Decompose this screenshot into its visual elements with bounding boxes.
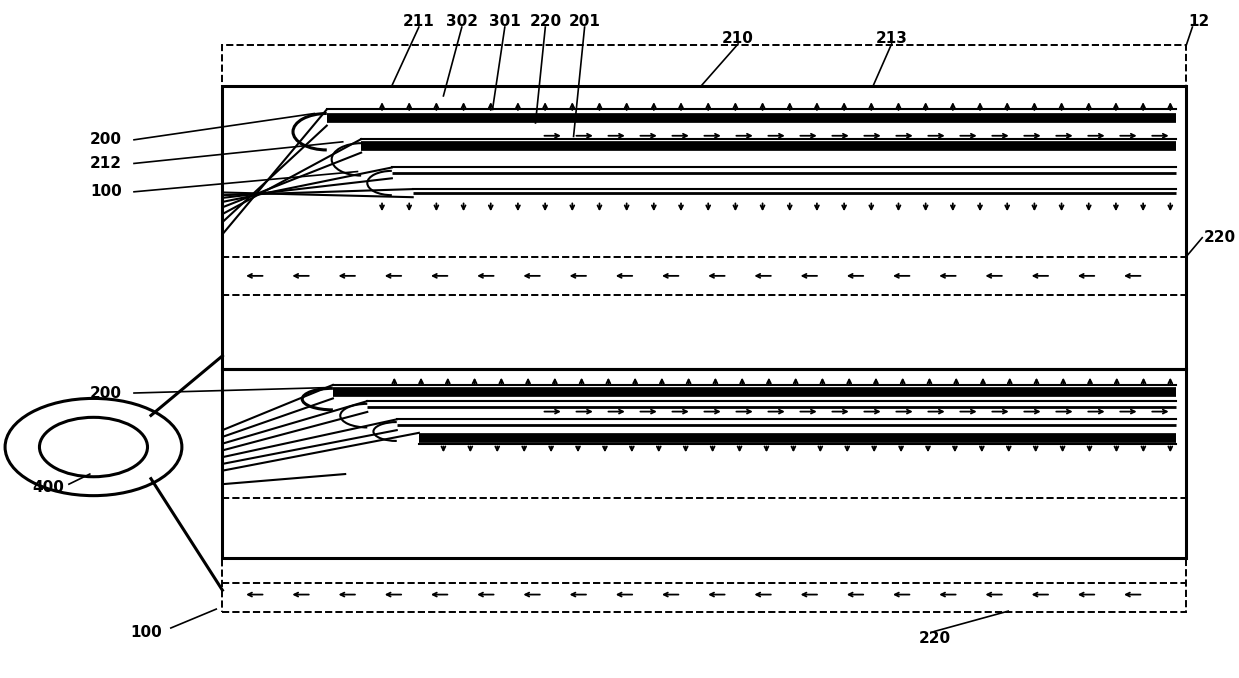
Text: 200: 200 [89, 386, 121, 401]
Text: 200: 200 [89, 132, 121, 147]
Text: 100: 100 [90, 184, 121, 199]
Text: 100: 100 [130, 625, 162, 640]
Text: 302: 302 [446, 14, 478, 29]
Text: 301: 301 [489, 14, 520, 29]
Text: 213: 213 [876, 31, 907, 46]
Text: 210: 210 [722, 31, 755, 46]
Bar [222, 86, 1186, 370]
Text: 212: 212 [89, 156, 121, 171]
Bar [222, 370, 1186, 559]
Text: 220: 220 [918, 631, 950, 645]
Bar [222, 45, 1186, 612]
Text: 211: 211 [403, 14, 435, 29]
Text: 220: 220 [529, 14, 561, 29]
Text: 201: 201 [569, 14, 601, 29]
Text: 12: 12 [1188, 14, 1209, 29]
Text: 400: 400 [32, 480, 64, 495]
Text: 220: 220 [1203, 231, 1235, 245]
